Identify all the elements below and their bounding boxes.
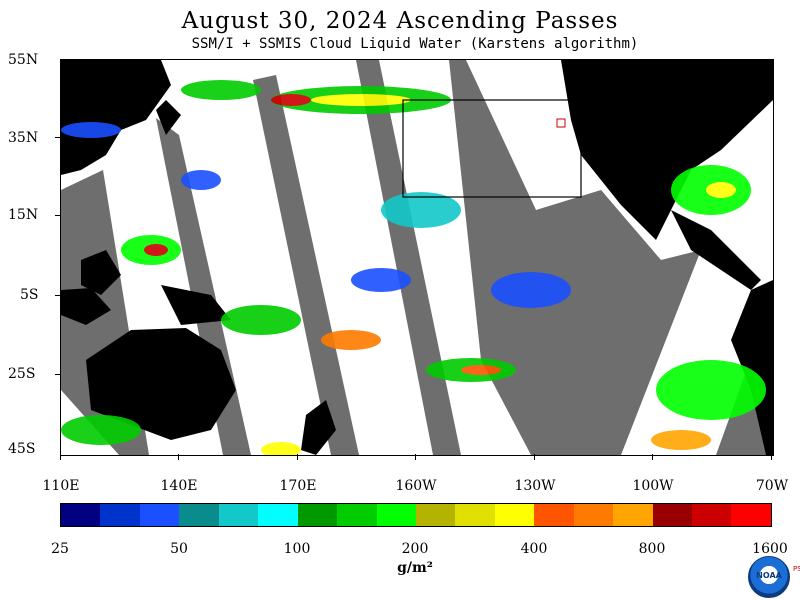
colorbar-label-25: 25 xyxy=(51,541,69,557)
lon-label-170e: 170E xyxy=(279,478,317,494)
lon-label-160w: 160W xyxy=(395,478,437,494)
colorbar-swatch-5 xyxy=(258,504,298,526)
lat-label-35n: 35N xyxy=(8,130,39,146)
noaa-logo-text: NOAA xyxy=(756,571,782,580)
swath-gap-3 xyxy=(253,75,359,455)
land-north-america xyxy=(561,60,773,240)
land-masses xyxy=(61,60,773,455)
colorbar-swatch-11 xyxy=(494,504,535,526)
colorbar-swatch-9 xyxy=(415,504,456,526)
lat-label-5s: 5S xyxy=(20,287,39,303)
lat-label-25s: 25S xyxy=(8,366,36,382)
lat-label-15n: 15N xyxy=(8,207,39,223)
cloud-liquid-water-map xyxy=(61,60,773,455)
colorbar-swatch-15 xyxy=(652,504,692,526)
colorbar-swatch-3 xyxy=(179,504,219,526)
land-australia xyxy=(86,328,236,440)
inset-small-box xyxy=(556,118,566,128)
map-subtitle: SSM/I + SSMIS Cloud Liquid Water (Karste… xyxy=(191,36,639,52)
colorbar-label-50: 50 xyxy=(170,541,188,557)
colorbar-swatch-0 xyxy=(61,504,101,526)
colorbar-label-1600: 1600 xyxy=(752,541,788,557)
colorbar-label-200: 200 xyxy=(401,541,429,557)
colorbar-swatch-6 xyxy=(297,504,338,526)
colorbar-swatch-1 xyxy=(100,504,140,526)
lon-label-70w: 70W xyxy=(755,478,789,494)
units-label: g/m² xyxy=(397,560,433,576)
colorbar xyxy=(60,503,772,527)
lon-label-130w: 130W xyxy=(514,478,556,494)
land-new-guinea xyxy=(161,285,231,325)
land-new-zealand xyxy=(301,400,336,455)
colorbar-swatch-14 xyxy=(613,504,653,526)
lat-label-45s: 45S xyxy=(8,441,36,457)
swath-gap-5 xyxy=(449,60,701,455)
colorbar-swatch-12 xyxy=(534,504,574,526)
swath-gap-4 xyxy=(356,60,461,455)
colorbar-swatch-16 xyxy=(692,504,732,526)
lon-label-140e: 140E xyxy=(160,478,198,494)
colorbar-label-800: 800 xyxy=(638,541,666,557)
land-asia xyxy=(61,60,171,175)
map-panel xyxy=(60,59,774,456)
land-south-america xyxy=(731,280,773,455)
colorbar-swatch-2 xyxy=(139,504,180,526)
land-borneo xyxy=(61,288,111,325)
land-japan xyxy=(156,100,181,135)
lon-label-110e: 110E xyxy=(42,478,80,494)
land-central-america xyxy=(671,210,761,290)
map-title: August 30, 2024 Ascending Passes xyxy=(181,8,619,34)
inset-box xyxy=(402,99,582,198)
colorbar-swatch-4 xyxy=(218,504,259,526)
cloud-patches xyxy=(61,80,766,455)
colorbar-swatch-10 xyxy=(455,504,495,526)
noaa-logo: NOAA xyxy=(748,556,790,598)
lon-label-100w: 100W xyxy=(632,478,674,494)
colorbar-label-400: 400 xyxy=(520,541,548,557)
colorbar-label-100: 100 xyxy=(283,541,311,557)
land-philippines xyxy=(81,250,121,295)
lat-label-55n: 55N xyxy=(8,52,39,68)
colorbar-swatch-7 xyxy=(337,504,377,526)
psl-logo-text: PSL xyxy=(793,565,800,573)
colorbar-swatch-13 xyxy=(573,504,614,526)
colorbar-swatch-8 xyxy=(376,504,416,526)
colorbar-swatch-17 xyxy=(731,504,771,526)
